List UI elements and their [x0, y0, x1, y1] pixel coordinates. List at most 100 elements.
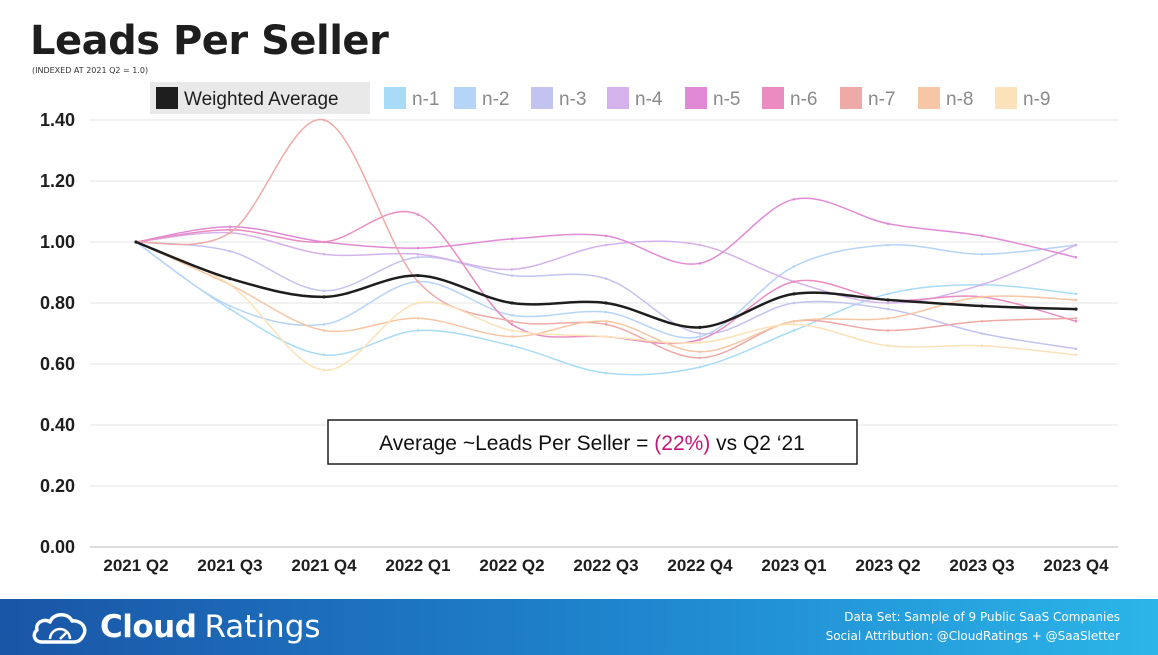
series-line-weighted-average: [134, 240, 1078, 329]
series-n-5: [134, 197, 1078, 265]
annotation-highlight: (22%): [654, 432, 710, 455]
legend-item-n-3: n-3: [531, 87, 586, 110]
data-point: [886, 316, 890, 320]
data-point: [416, 273, 420, 278]
legend: Weighted Average n-1 n-2 n-3 n-4 n-5 n-6 n-7 n-8…: [150, 82, 1050, 114]
data-point: [698, 335, 702, 338]
svg-text:Average ~Leads Per Seller = (2: Average ~Leads Per Seller = (22%) vs Q2 …: [379, 432, 805, 455]
data-point: [886, 243, 890, 247]
series-line-n-7: [135, 119, 1077, 359]
data-point: [886, 344, 890, 348]
data-point: [228, 225, 232, 229]
data-point: [604, 371, 608, 375]
data-point: [980, 332, 984, 335]
legend-label: Weighted Average: [184, 89, 339, 110]
y-tick-label: 0.40: [40, 415, 75, 435]
series-lines: [134, 118, 1078, 376]
data-point: [698, 325, 702, 329]
data-point: [604, 277, 608, 280]
data-point: [886, 307, 890, 311]
data-point: [1074, 316, 1078, 320]
data-point: [510, 268, 514, 271]
x-tick-label: 2023 Q2: [855, 556, 920, 575]
y-tick-label: 1.00: [40, 232, 75, 252]
data-point: [510, 329, 514, 332]
data-point: [792, 329, 796, 332]
legend-swatch: [454, 87, 476, 109]
data-point: [980, 320, 984, 323]
cloud-ratings-logo: Cloud Ratings: [30, 609, 321, 645]
data-point: [980, 295, 984, 299]
legend-item-weighted-average: Weighted Average: [150, 82, 370, 114]
legend-item-n-6: n-6: [762, 87, 817, 110]
y-tick-label: 0.20: [40, 476, 75, 496]
data-point: [604, 234, 608, 238]
series-n-7: [134, 118, 1078, 360]
line-chart: 0.00 0.20 0.40 0.60 0.80 1.00 1.20 1.40 2021 Q2…: [40, 82, 1118, 575]
data-point: [604, 320, 608, 323]
legend-swatch: [607, 87, 629, 109]
legend-label: n-3: [559, 89, 586, 110]
data-point: [792, 320, 796, 323]
x-tick-label: 2021 Q2: [103, 556, 168, 575]
data-point: [510, 344, 514, 348]
legend-label: n-5: [713, 89, 740, 110]
data-point: [698, 341, 702, 344]
legend-item-n-9: n-9: [995, 87, 1050, 110]
data-point: [510, 323, 514, 326]
legend-label: n-7: [868, 89, 895, 110]
data-point: [886, 292, 890, 296]
legend-swatch: [156, 87, 178, 109]
x-tick-label: 2022 Q1: [385, 556, 450, 575]
data-point: [416, 255, 420, 259]
data-point: [228, 304, 232, 308]
data-point: [228, 228, 232, 232]
data-point: [416, 252, 420, 256]
chart-subtitle: (INDEXED AT 2021 Q2 = 1.0): [32, 66, 149, 75]
legend-swatch: [840, 87, 862, 109]
data-point: [322, 118, 326, 122]
data-point: [792, 265, 796, 268]
data-point: [1074, 307, 1078, 311]
data-point: [322, 240, 326, 244]
data-point: [416, 280, 420, 283]
data-point: [416, 316, 420, 320]
data-point: [510, 301, 514, 305]
data-point: [886, 222, 890, 225]
data-point: [792, 198, 796, 201]
data-point: [698, 262, 702, 265]
data-point: [134, 240, 138, 244]
data-point: [698, 338, 702, 341]
data-point: [980, 234, 984, 238]
data-point: [416, 213, 420, 216]
data-point: [792, 292, 796, 296]
data-point: [792, 301, 796, 305]
annotation-prefix: Average ~Leads Per Seller =: [379, 432, 654, 455]
footer-attribution: Data Set: Sample of 9 Public SaaS Compan…: [826, 608, 1120, 646]
brand-name-light: Ratings: [204, 609, 321, 645]
x-tick-label: 2023 Q1: [761, 556, 826, 575]
y-tick-label: 0.00: [40, 537, 75, 557]
legend-swatch: [918, 87, 940, 109]
legend-item-n-2: n-2: [454, 87, 509, 110]
data-point: [322, 353, 326, 357]
data-point: [604, 301, 608, 305]
data-point: [1074, 243, 1078, 247]
legend-swatch: [384, 87, 406, 109]
legend-item-n-5: n-5: [685, 87, 740, 110]
annotation-suffix: vs Q2 ‘21: [710, 432, 805, 455]
data-point: [228, 283, 232, 287]
series-line-n-1: [135, 241, 1077, 376]
series-n-9: [134, 240, 1078, 372]
legend-label: n-8: [946, 89, 973, 110]
data-point: [1074, 292, 1078, 296]
legend-label: n-9: [1023, 89, 1050, 110]
data-point: [416, 301, 420, 305]
x-axis: 2021 Q2 2021 Q3 2021 Q4 2022 Q1 2022 Q2 2022 …: [103, 556, 1109, 575]
x-tick-label: 2021 Q3: [197, 556, 262, 575]
legend-swatch: [685, 87, 707, 109]
series-line-n-3: [135, 241, 1077, 350]
legend-item-n-8: n-8: [918, 87, 973, 110]
x-tick-label: 2021 Q4: [291, 556, 357, 575]
data-point: [792, 323, 796, 326]
